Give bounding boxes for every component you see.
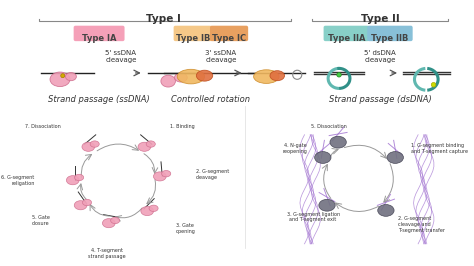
Text: Strand passage (dsDNA): Strand passage (dsDNA) — [328, 95, 431, 104]
Ellipse shape — [141, 206, 154, 216]
FancyBboxPatch shape — [173, 26, 212, 41]
FancyBboxPatch shape — [324, 26, 369, 41]
Ellipse shape — [110, 217, 120, 224]
Ellipse shape — [149, 205, 158, 211]
Text: Type IB: Type IB — [175, 34, 210, 43]
Text: 7. Dissociation: 7. Dissociation — [25, 124, 61, 130]
Ellipse shape — [319, 199, 335, 211]
Text: 5. Gate
closure: 5. Gate closure — [32, 215, 50, 226]
FancyBboxPatch shape — [210, 26, 248, 41]
Text: 5' ssDNA
cleavage: 5' ssDNA cleavage — [105, 50, 137, 63]
Ellipse shape — [387, 152, 403, 163]
Ellipse shape — [378, 205, 394, 216]
FancyBboxPatch shape — [73, 26, 125, 41]
Text: Controlled rotation: Controlled rotation — [172, 95, 250, 104]
Ellipse shape — [146, 141, 155, 147]
Ellipse shape — [102, 219, 115, 228]
Ellipse shape — [196, 70, 213, 81]
Ellipse shape — [330, 136, 346, 148]
Circle shape — [61, 74, 65, 78]
Ellipse shape — [50, 72, 70, 87]
Ellipse shape — [315, 152, 331, 163]
Text: 1. Binding: 1. Binding — [170, 124, 195, 130]
Text: Strand passage (ssDNA): Strand passage (ssDNA) — [48, 95, 150, 104]
Text: 5. Dissociation: 5. Dissociation — [311, 124, 347, 129]
Circle shape — [337, 73, 341, 77]
Text: 5' dsDNA
cleavage: 5' dsDNA cleavage — [364, 50, 396, 63]
Ellipse shape — [138, 142, 151, 151]
Circle shape — [431, 82, 436, 87]
Ellipse shape — [74, 174, 83, 181]
Text: Type IA: Type IA — [82, 34, 116, 43]
Text: Type IC: Type IC — [212, 34, 246, 43]
Ellipse shape — [65, 73, 76, 81]
Text: 2. G-segment
cleavage: 2. G-segment cleavage — [196, 169, 229, 180]
FancyBboxPatch shape — [367, 26, 413, 41]
Text: 6. G-segment
religation: 6. G-segment religation — [1, 175, 35, 186]
Ellipse shape — [154, 172, 166, 181]
Text: 4. N-gate
reopening: 4. N-gate reopening — [282, 143, 307, 154]
Text: Type IIA: Type IIA — [328, 34, 365, 43]
Ellipse shape — [90, 141, 99, 147]
Text: Type II: Type II — [361, 14, 399, 24]
Ellipse shape — [270, 71, 284, 81]
Ellipse shape — [254, 70, 279, 84]
Text: 3. G-segment ligation
and T-segment exit: 3. G-segment ligation and T-segment exit — [286, 211, 340, 222]
Ellipse shape — [174, 73, 187, 82]
Ellipse shape — [66, 176, 79, 185]
Text: 2. G-segment
cleavage and
T-segment transfer: 2. G-segment cleavage and T-segment tran… — [398, 216, 445, 233]
Text: 4. T-segment
strand passage: 4. T-segment strand passage — [88, 248, 126, 259]
Text: 3' ssDNA
cleavage: 3' ssDNA cleavage — [205, 50, 237, 63]
Ellipse shape — [162, 171, 171, 177]
Ellipse shape — [82, 199, 91, 206]
Ellipse shape — [74, 201, 87, 210]
Ellipse shape — [82, 142, 95, 151]
Text: 1. G-segment binding
and T-segment capture: 1. G-segment binding and T-segment captu… — [411, 143, 468, 154]
Text: Type IIB: Type IIB — [371, 34, 409, 43]
Text: 3. Gate
opening: 3. Gate opening — [176, 223, 196, 234]
Ellipse shape — [161, 75, 175, 87]
Text: Type I: Type I — [146, 14, 181, 24]
Ellipse shape — [177, 69, 204, 84]
